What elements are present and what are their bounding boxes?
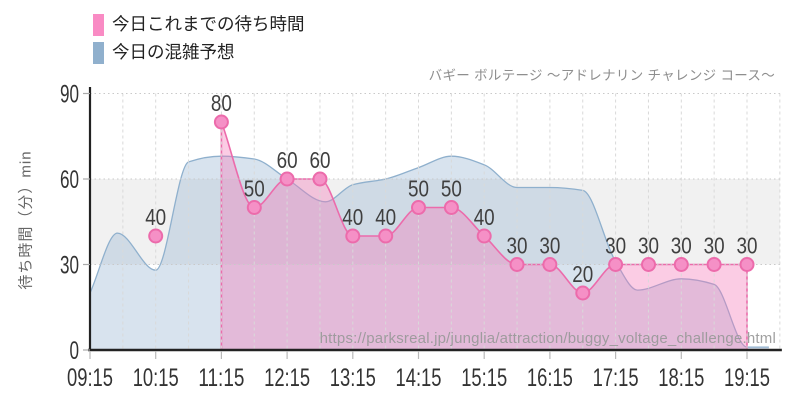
legend-swatch-forecast <box>93 41 104 64</box>
point-label: 50 <box>244 176 265 202</box>
point-label: 30 <box>605 233 626 259</box>
point-label: 30 <box>704 233 725 259</box>
point-label: 60 <box>310 147 331 173</box>
x-tick-label: 15:15 <box>461 364 507 392</box>
y-tick-label: 0 <box>70 337 80 365</box>
point-label: 40 <box>145 204 166 230</box>
x-tick-label: 11:15 <box>198 364 244 392</box>
point-label: 30 <box>539 233 560 259</box>
point-label: 50 <box>441 176 462 202</box>
data-point <box>345 228 361 244</box>
data-point <box>706 257 722 272</box>
legend-label-today-wait: 今日これまでの待ち時間 <box>112 13 305 34</box>
data-point <box>476 228 492 244</box>
x-tick-label: 14:15 <box>396 364 442 392</box>
y-axis-title: 待ち時間（分）min <box>17 150 35 290</box>
legend-item-today-wait: 今日これまでの待ち時間 <box>93 13 305 36</box>
data-point <box>739 257 755 272</box>
data-point <box>575 285 591 301</box>
data-point <box>542 257 558 272</box>
data-point <box>641 257 656 272</box>
legend-swatch-today-wait <box>93 13 104 36</box>
data-point <box>312 171 328 187</box>
point-labels: 40 80 50 60 60 40 40 50 50 40 30 30 20 30 30 30 30 30 <box>145 90 757 287</box>
data-point <box>279 171 295 187</box>
axes: 09:15 10:15 11:15 12:15 13:15 14:15 15:15 16:15… <box>60 81 782 392</box>
point-label: 30 <box>638 233 659 259</box>
data-point <box>443 200 459 215</box>
y-tick-label: 60 <box>60 166 79 194</box>
point-label: 30 <box>737 233 758 259</box>
point-label: 20 <box>572 261 593 287</box>
data-point <box>148 228 164 244</box>
data-point <box>213 114 229 130</box>
chart-title: バギー ボルテージ 〜アドレナリン チャレンジ コース〜 <box>428 68 775 83</box>
y-tick-label: 30 <box>60 252 79 280</box>
data-point <box>411 200 426 215</box>
data-point <box>246 200 262 215</box>
x-tick-label: 13:15 <box>330 364 376 392</box>
point-label: 30 <box>671 233 692 259</box>
x-tick-label: 10:15 <box>133 364 179 392</box>
x-tick-label: 18:15 <box>658 364 704 392</box>
x-tick-label: 12:15 <box>264 364 310 392</box>
point-label: 30 <box>507 233 528 259</box>
point-label: 40 <box>342 204 363 230</box>
legend-item-forecast: 今日の混雑予想 <box>93 41 305 64</box>
legend: 今日これまでの待ち時間 今日の混雑予想 <box>93 13 305 69</box>
legend-label-forecast: 今日の混雑予想 <box>112 41 235 62</box>
x-tick-label: 19:15 <box>724 364 770 392</box>
watermark-url: https://parksreal.jp/junglia/attraction/… <box>319 330 776 347</box>
x-tick-label: 16:15 <box>527 364 573 392</box>
point-label: 50 <box>408 176 429 202</box>
point-label: 80 <box>211 90 232 116</box>
gridlines <box>90 93 781 350</box>
x-tick-label: 09:15 <box>67 364 113 392</box>
point-label: 40 <box>474 204 495 230</box>
point-label: 40 <box>375 204 396 230</box>
data-point <box>673 257 689 272</box>
x-tick-label: 17:15 <box>593 364 639 392</box>
data-points <box>148 114 755 301</box>
data-point <box>608 257 624 272</box>
data-point <box>509 257 525 272</box>
data-point <box>378 228 394 244</box>
point-label: 60 <box>277 147 298 173</box>
reference-band <box>90 179 780 265</box>
y-tick-label: 90 <box>60 81 79 109</box>
